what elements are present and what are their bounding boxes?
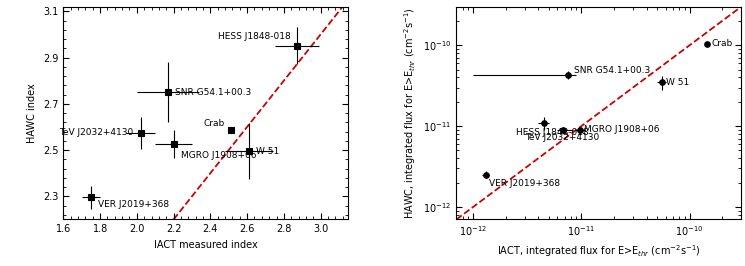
Text: SNR G54.1+00.3: SNR G54.1+00.3 (175, 88, 252, 97)
Y-axis label: HAWC, integrated flux for E>E$_{thr}$ (cm$^{-2}$s$^{-1}$): HAWC, integrated flux for E>E$_{thr}$ (c… (402, 7, 417, 219)
Text: HESS J1848-018: HESS J1848-018 (218, 32, 291, 41)
Text: VER J2019+368: VER J2019+368 (98, 200, 169, 209)
Text: MGRO J1908+06: MGRO J1908+06 (583, 125, 659, 134)
Text: Crab: Crab (711, 39, 733, 48)
X-axis label: IACT measured index: IACT measured index (154, 240, 258, 250)
Y-axis label: HAWC index: HAWC index (28, 83, 37, 143)
Text: TeV J2032+4130: TeV J2032+4130 (524, 133, 599, 142)
Text: TeV J2032+4130: TeV J2032+4130 (59, 128, 133, 137)
Text: MGRO J1908+06: MGRO J1908+06 (181, 151, 256, 160)
X-axis label: IACT, integrated flux for E>E$_{thr}$ (cm$^{-2}$s$^{-1}$): IACT, integrated flux for E>E$_{thr}$ (c… (497, 244, 700, 259)
Text: SNR G54.1+00.3: SNR G54.1+00.3 (574, 66, 650, 75)
Text: W 51: W 51 (665, 78, 689, 87)
Text: HESS J1848-018: HESS J1848-018 (516, 128, 589, 137)
Text: Crab: Crab (204, 119, 225, 128)
Text: VER J2019+368: VER J2019+368 (489, 179, 560, 188)
Text: W 51: W 51 (256, 147, 279, 156)
